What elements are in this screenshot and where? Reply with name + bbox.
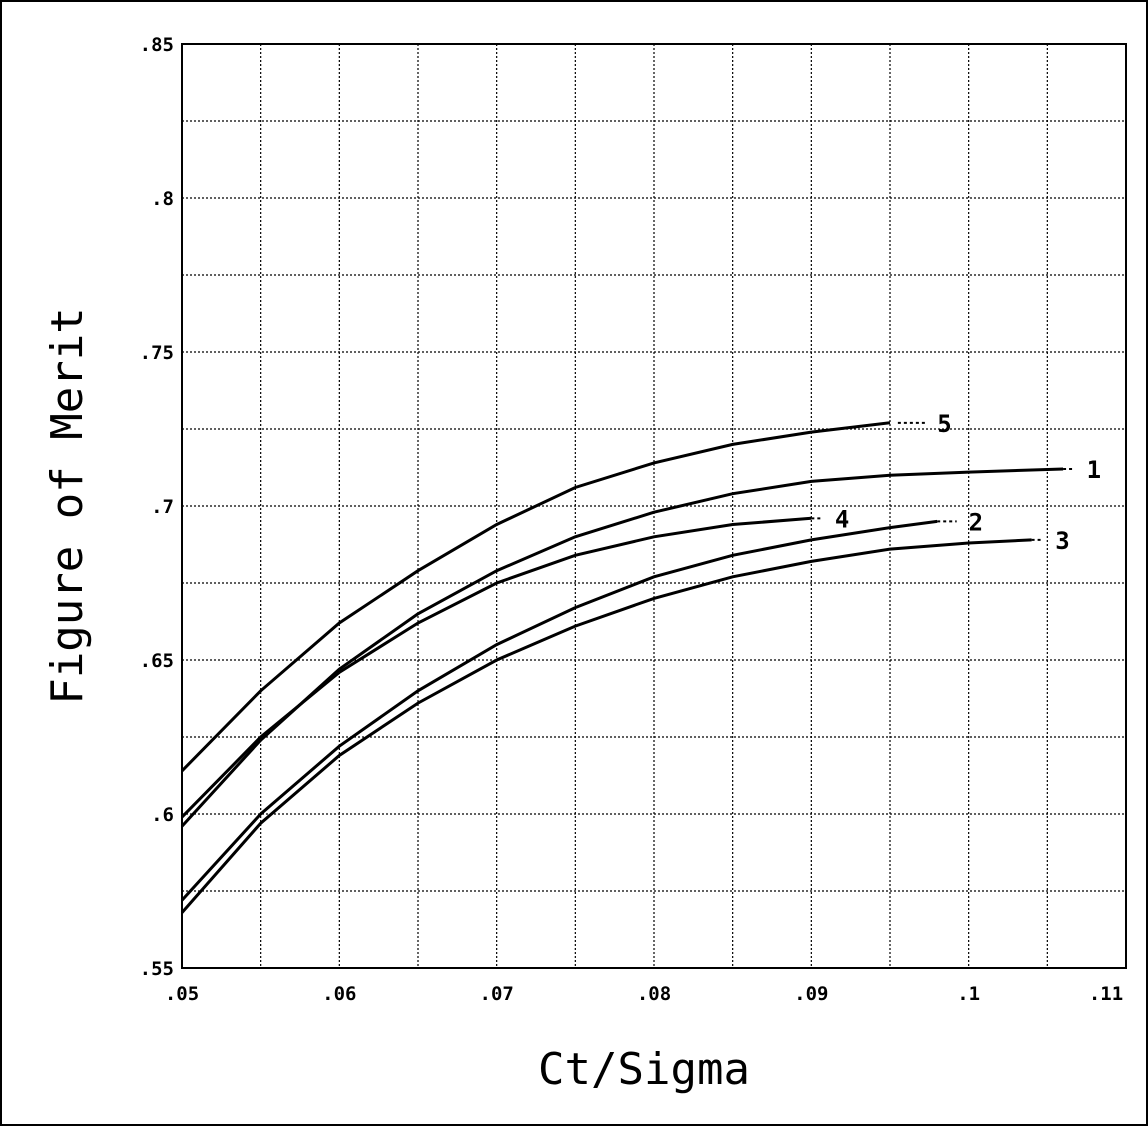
x-axis-label: Ct/Sigma <box>538 1044 750 1095</box>
y-tick-label: .65 <box>140 650 174 672</box>
series-lines <box>180 421 1064 914</box>
x-tick-label: .05 <box>165 983 199 1005</box>
x-tick-label: .07 <box>480 983 514 1005</box>
series-label-3: 3 <box>1055 527 1069 555</box>
series-labels: 5 1 4 2 3 <box>835 410 1101 555</box>
series-line-2 <box>180 519 938 902</box>
y-tick-label: .85 <box>140 34 174 56</box>
x-tick-label: .09 <box>794 983 828 1005</box>
y-tick-label: .55 <box>140 958 174 980</box>
x-tick-labels: .05 .06 .07 .08 .09 .1 .11 <box>165 983 1123 1005</box>
plot-area-border <box>181 43 1127 969</box>
x-tick-label: .1 <box>957 983 980 1005</box>
grid <box>182 44 1126 968</box>
x-tick-label: .11 <box>1089 983 1123 1005</box>
series-label-2: 2 <box>969 508 983 536</box>
series-leaders <box>811 421 1075 541</box>
series-label-1: 1 <box>1087 456 1101 484</box>
series-line-4 <box>180 516 812 819</box>
y-tick-labels: .55 .6 .65 .7 .75 .8 .85 <box>140 34 174 980</box>
y-tick-label: .7 <box>151 496 174 518</box>
series-line-5 <box>180 421 891 772</box>
series-label-4: 4 <box>835 505 849 533</box>
y-tick-label: .75 <box>140 342 174 364</box>
y-tick-label: .6 <box>151 804 174 826</box>
series-line-1 <box>180 467 1064 828</box>
series-line-3 <box>180 538 1032 914</box>
y-tick-label: .8 <box>151 188 174 210</box>
y-axis-label: Figure of Merit <box>42 307 93 704</box>
x-tick-label: .06 <box>322 983 356 1005</box>
series-label-5: 5 <box>937 410 951 438</box>
x-tick-label: .08 <box>637 983 671 1005</box>
